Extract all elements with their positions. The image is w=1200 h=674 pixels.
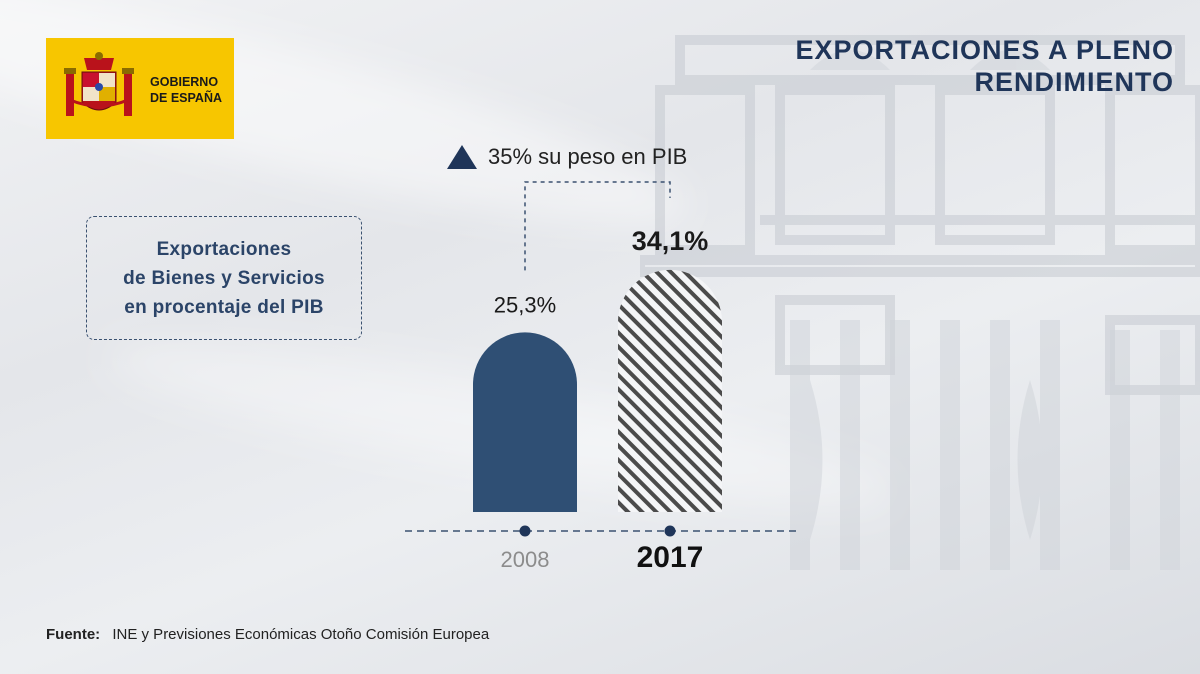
title-line-1: EXPORTACIONES A PLENO: [795, 35, 1174, 65]
source-footer: Fuente: INE y Previsiones Económicas Oto…: [46, 626, 489, 643]
page-title: EXPORTACIONES A PLENO RENDIMIENTO: [614, 34, 1174, 98]
growth-annotation: 35% su peso en PIB: [446, 142, 687, 172]
growth-bracket: [524, 181, 671, 271]
description-line-3: en procentaje del PIB: [124, 296, 324, 318]
description-box: Exportaciones de Bienes y Servicios en p…: [86, 216, 362, 340]
category-label-2008: 2008: [501, 547, 550, 572]
logo-line-2: DE ESPAÑA: [150, 91, 223, 105]
title-line-2: RENDIMIENTO: [974, 67, 1174, 97]
description-line-1: Exportaciones: [156, 238, 292, 260]
logo-text: GOBIERNO DE ESPAÑA: [150, 74, 222, 106]
coat-of-arms-icon: [64, 52, 134, 116]
category-label-2017: 2017: [637, 541, 704, 574]
growth-text: 35% su peso en PIB: [488, 144, 688, 169]
logo-line-1: GOBIERNO: [150, 75, 219, 89]
axis-marker-2008: [519, 525, 531, 537]
source-label: Fuente:: [46, 626, 101, 643]
building-silhouette: [640, 35, 1200, 570]
value-label-2008: 25,3%: [494, 292, 556, 317]
value-label-2017: 34,1%: [632, 226, 709, 256]
up-triangle-icon: [447, 145, 477, 169]
bar-2017: [618, 269, 722, 512]
description-line-2: de Bienes y Servicios: [123, 267, 325, 289]
bar-2008: [473, 332, 577, 512]
source-text: INE y Previsiones Económicas Otoño Comis…: [112, 626, 490, 643]
axis-marker-2017: [664, 525, 676, 537]
gobierno-logo: GOBIERNO DE ESPAÑA: [46, 38, 234, 139]
